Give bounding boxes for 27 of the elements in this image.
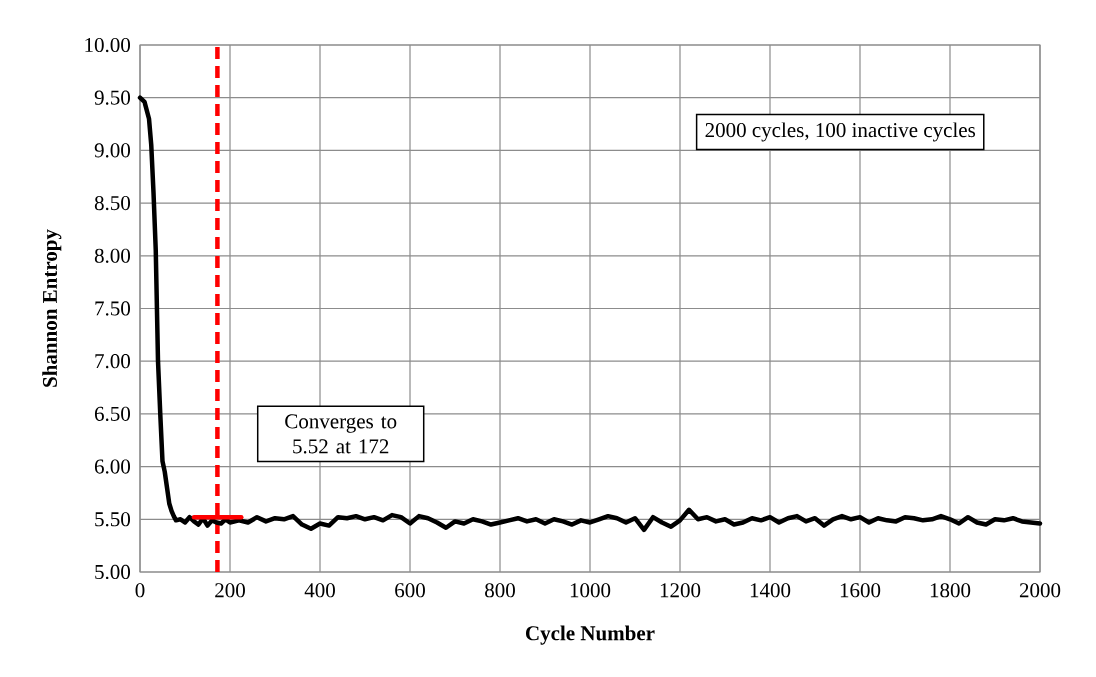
x-tick-label: 2000: [1019, 583, 1061, 598]
y-tick-label: 5.00: [95, 564, 131, 580]
x-tick-label: 800: [485, 583, 515, 598]
y-tick-label: 8.50: [94, 195, 131, 211]
y-tick-label: 5.50: [95, 512, 131, 527]
annotation: 2000 cycles, 100 inactive cycles: [705, 122, 976, 142]
x-tick-label: 200: [215, 583, 245, 598]
y-axis-title: Shannon Entropy: [42, 229, 62, 387]
x-tick-label: 1600: [840, 583, 881, 598]
x-tick-label: 1400: [750, 583, 791, 598]
y-tick-label: 7.00: [95, 354, 131, 369]
x-tick-label: 600: [395, 583, 425, 598]
y-tick-label: 9.50: [94, 90, 131, 105]
y-tick-label: 6.00: [94, 459, 131, 474]
line-series: [137, 95, 1043, 533]
y-tick-label: 7.50: [95, 301, 131, 316]
annotation: Converges to 5.52 at 172: [285, 414, 397, 454]
y-tick-label: 6.50: [94, 406, 131, 422]
y-tick-label: 10.00: [85, 37, 131, 53]
x-axis-title: Cycle Number: [526, 625, 655, 645]
y-tick-label: 8.00: [94, 248, 131, 263]
y-tick-label: 9.00: [94, 143, 131, 158]
x-tick-label: 1200: [660, 583, 701, 598]
x-tick-label: 1800: [930, 583, 971, 598]
x-tick-label: 400: [304, 583, 335, 598]
x-tick-label: 0: [135, 583, 145, 598]
x-tick-label: 1000: [570, 583, 611, 598]
